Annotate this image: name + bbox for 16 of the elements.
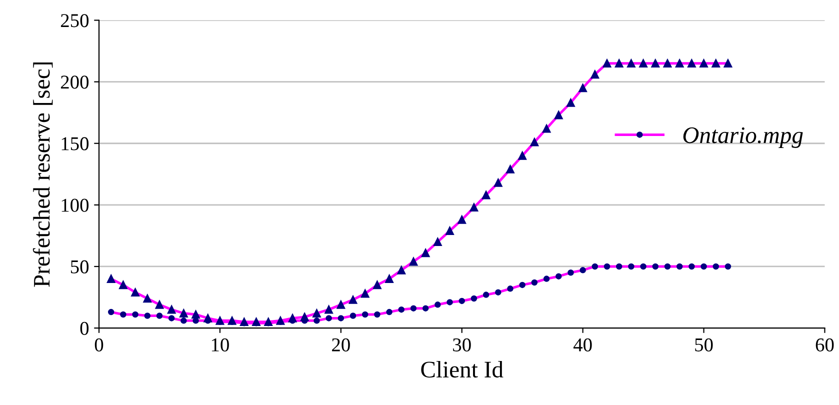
y-axis-title: Prefetched reserve [sec] (32, 62, 53, 287)
y-tick-label: 200 (60, 76, 89, 89)
y-tick-label: 0 (80, 322, 89, 335)
legend-label: Ontario.mpg (683, 127, 803, 148)
x-tick-label: 40 (573, 338, 592, 352)
y-tick-label: 150 (62, 137, 89, 150)
y-tick-label: 250 (60, 14, 89, 28)
x-tick-label: 60 (816, 338, 834, 352)
x-tick-label: 20 (332, 338, 350, 352)
y-tick-label: 50 (70, 260, 89, 274)
x-tick-label: 0 (94, 338, 104, 352)
x-tick-label: 50 (695, 338, 713, 352)
x-axis-title: Client Id (421, 360, 504, 378)
x-tick-label: 30 (453, 338, 471, 352)
y-tick-label: 100 (62, 198, 89, 212)
x-tick-label: 10 (212, 338, 229, 352)
